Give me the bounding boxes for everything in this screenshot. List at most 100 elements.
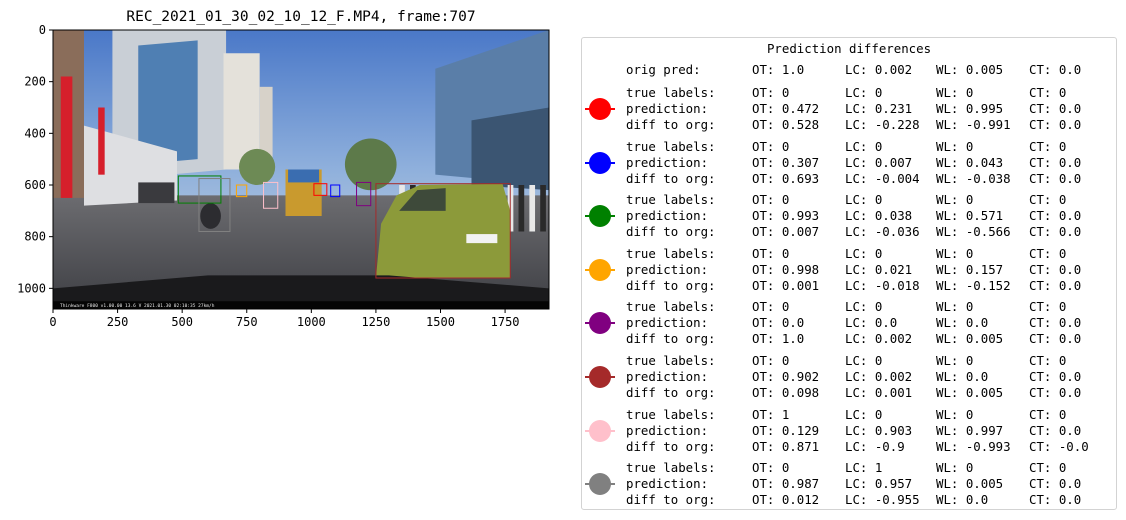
legend-cell: WL: 0	[936, 138, 974, 154]
legend-cell: LC: 1	[845, 460, 883, 476]
legend-cell: OT: 0.998	[752, 261, 820, 277]
legend-cell: OT: 0.993	[752, 208, 820, 224]
legend-cell: CT: 0.0	[1029, 224, 1082, 240]
legend-cell: OT: 0.871	[752, 438, 820, 454]
legend-cell: CT: 0	[1029, 299, 1067, 315]
legend-cell: WL: 0	[936, 85, 974, 100]
legend-cell: diff to org:	[626, 224, 716, 240]
legend-cell: prediction:	[626, 208, 709, 224]
orig-pred-ct: CT: 0.0	[1029, 62, 1082, 77]
pillar	[98, 107, 105, 175]
legend-cell: CT: -0.0	[1029, 438, 1089, 454]
legend-cell: LC: -0.018	[845, 277, 920, 293]
legend-cell: WL: -0.991	[936, 117, 1011, 132]
legend-cell: OT: 0	[752, 138, 790, 154]
x-tick-label: 250	[107, 315, 129, 329]
orig-pred-label: orig pred:	[626, 62, 701, 77]
legend-cell: prediction:	[626, 101, 709, 116]
x-tick-label: 0	[49, 315, 56, 329]
x-tick-label: 500	[171, 315, 193, 329]
legend-cell: OT: 0.528	[752, 117, 820, 132]
marker-dot-icon	[589, 473, 611, 496]
tree	[239, 148, 276, 186]
marker-dot-icon	[589, 366, 611, 388]
dashcam-frame-plot: REC_2021_01_30_02_10_12_F.MP4, frame:707…	[17, 9, 550, 329]
legend-cell: true labels:	[626, 138, 716, 154]
y-tick-label: 0	[39, 23, 46, 37]
legend-cell: CT: 0.0	[1029, 154, 1082, 170]
legend-cell: LC: 0.038	[845, 208, 913, 224]
legend-cell: CT: 0	[1029, 192, 1067, 208]
truck-cab	[288, 169, 320, 183]
legend-cell: CT: 0	[1029, 406, 1067, 422]
y-axis: 0 200 400 600 800 1000	[17, 23, 53, 295]
legend-cell: diff to org:	[626, 170, 716, 186]
legend-cell: WL: -0.152	[936, 277, 1011, 293]
legend-cell: WL: 0	[936, 353, 974, 368]
legend-cell: WL: 0.0	[936, 369, 989, 384]
legend-cell: WL: 0.005	[936, 385, 1004, 400]
y-tick-label: 800	[24, 230, 46, 244]
legend-cell: true labels:	[626, 406, 716, 422]
marker-dot-icon	[589, 205, 611, 228]
bounding-boxes	[177, 175, 511, 279]
legend-cell: OT: 0	[752, 460, 790, 476]
legend-cell: WL: 0.0	[936, 492, 989, 508]
legend-cell: LC: 0	[845, 245, 883, 261]
marker-dot-icon	[589, 258, 611, 281]
legend-cell: CT: 0	[1029, 460, 1067, 476]
legend-cell: LC: 0	[845, 85, 883, 100]
legend-cell: true labels:	[626, 299, 716, 315]
legend-cell: true labels:	[626, 245, 716, 261]
legend-entry-2: true labels: OT: 0 LC: 0 WL: 0 CT: 0 predicti…	[582, 192, 1116, 240]
legend-cell: LC: 0.0	[845, 315, 898, 331]
legend-entry-3: true labels: OT: 0 LC: 0 WL: 0 CT: 0 predicti…	[582, 246, 1116, 294]
legend-cell: CT: 0.0	[1029, 476, 1082, 492]
pillar	[60, 76, 73, 198]
legend-cell: LC: 0.231	[845, 101, 913, 116]
legend-cell: OT: 1.0	[752, 331, 805, 347]
bounding-box-3	[235, 184, 248, 198]
legend-cell: OT: 0.472	[752, 101, 820, 116]
building	[138, 40, 198, 165]
legend-cell: CT: 0.0	[1029, 117, 1082, 132]
legend-cell: true labels:	[626, 460, 716, 476]
barrier-stripe	[529, 185, 536, 232]
y-tick-label: 600	[24, 178, 46, 192]
legend-cell: WL: 0	[936, 192, 974, 208]
legend-cell: WL: 0.571	[936, 208, 1004, 224]
legend-cell: CT: 0.0	[1029, 101, 1082, 116]
legend-cell: LC: 0	[845, 192, 883, 208]
marker-dot-icon	[589, 151, 611, 174]
axes-frame	[52, 29, 550, 310]
orig-pred-ot: OT: 1.0	[752, 62, 805, 77]
legend-cell: CT: 0.0	[1029, 385, 1082, 400]
y-tick-label: 1000	[17, 281, 46, 295]
legend-cell: OT: 0	[752, 85, 790, 100]
legend-entry-4: true labels: OT: 0 LC: 0 WL: 0 CT: 0 predicti…	[582, 299, 1116, 347]
legend-cell: WL: -0.038	[936, 170, 1011, 186]
legend-cell: CT: 0.0	[1029, 277, 1082, 293]
legend-cell: LC: 0	[845, 138, 883, 154]
legend-cell: LC: 0.001	[845, 385, 913, 400]
legend-cell: true labels:	[626, 85, 716, 100]
bounding-box-2	[177, 175, 222, 204]
legend-cell: prediction:	[626, 154, 709, 170]
x-tick-label: 750	[236, 315, 258, 329]
legend-cell: CT: 0	[1029, 353, 1067, 368]
legend-cell: LC: 0	[845, 299, 883, 315]
legend-cell: OT: 0.0	[752, 315, 805, 331]
barrier-stripe	[540, 185, 546, 232]
prediction-legend: Prediction differences orig pred: OT: 1.…	[581, 37, 1117, 510]
caption-bar	[53, 301, 549, 309]
barrier-stripe	[518, 185, 525, 232]
tree	[344, 138, 397, 191]
building	[471, 107, 549, 191]
legend-cell: OT: 0	[752, 353, 790, 368]
legend-cell: WL: 0	[936, 460, 974, 476]
legend-entry-7: true labels: OT: 0 LC: 1 WL: 0 CT: 0 predicti…	[582, 460, 1116, 508]
x-tick-label: 1500	[426, 315, 455, 329]
marker-dot-icon	[589, 419, 611, 442]
legend-cell: OT: 0.902	[752, 369, 820, 384]
legend-cell: CT: 0.0	[1029, 315, 1082, 331]
